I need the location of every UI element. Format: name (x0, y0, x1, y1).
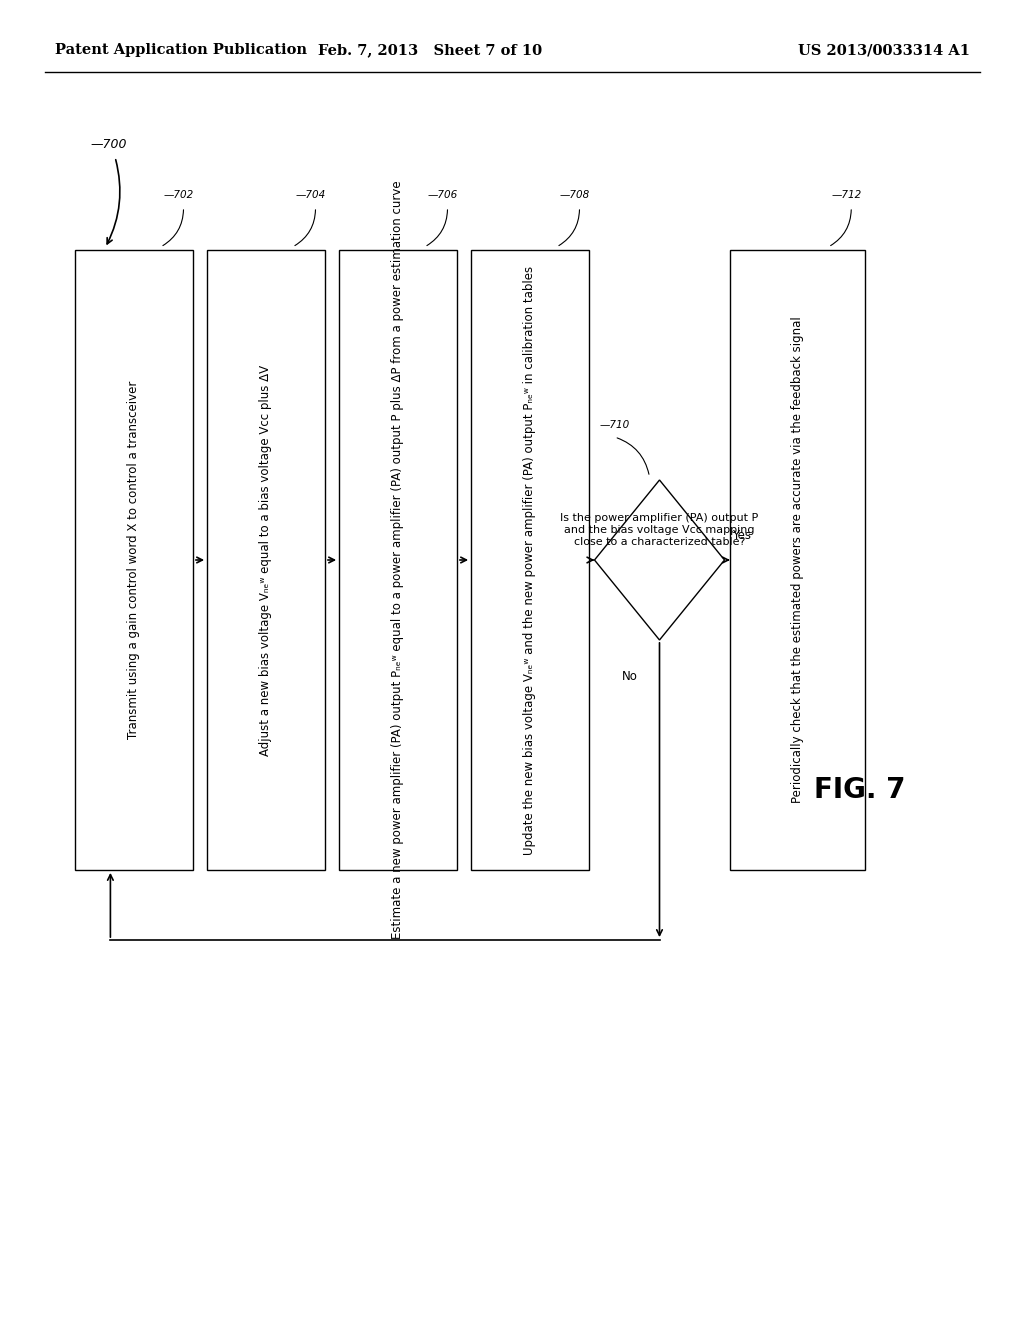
Text: —708: —708 (559, 190, 590, 201)
Bar (730, 249, 865, 870)
Bar (207, 249, 325, 870)
Text: FIG. 7: FIG. 7 (814, 776, 906, 804)
Text: Patent Application Publication: Patent Application Publication (55, 44, 307, 57)
Bar (471, 249, 589, 870)
Text: Estimate a new power amplifier (PA) output Pₙₑʷ equal to a power amplifier (PA) : Estimate a new power amplifier (PA) outp… (391, 181, 404, 940)
Text: Feb. 7, 2013   Sheet 7 of 10: Feb. 7, 2013 Sheet 7 of 10 (317, 44, 542, 57)
Text: —704: —704 (296, 190, 326, 201)
Bar (75, 249, 193, 870)
Text: US 2013/0033314 A1: US 2013/0033314 A1 (798, 44, 970, 57)
Text: Transmit using a gain control word X to control a transceiver: Transmit using a gain control word X to … (128, 380, 140, 739)
Text: —700: —700 (90, 139, 127, 152)
Text: Is the power amplifier (PA) output P
and the bias voltage Vᴄᴄ mapping
close to a: Is the power amplifier (PA) output P and… (560, 512, 759, 548)
Text: —702: —702 (164, 190, 194, 201)
Bar (339, 249, 457, 870)
Text: —710: —710 (599, 420, 630, 430)
Text: —706: —706 (427, 190, 458, 201)
Text: Update the new bias voltage Vₙₑʷ and the new power amplifier (PA) output Pₙₑʷ in: Update the new bias voltage Vₙₑʷ and the… (523, 265, 537, 854)
Text: Adjust a new bias voltage Vₙₑʷ equal to a bias voltage Vᴄᴄ plus ΔV: Adjust a new bias voltage Vₙₑʷ equal to … (259, 364, 272, 755)
Text: Yes: Yes (732, 529, 752, 543)
Text: No: No (622, 671, 637, 682)
Polygon shape (595, 480, 725, 640)
Text: —712: —712 (831, 190, 861, 201)
Text: Periodically check that the estimated powers are accurate via the feedback signa: Periodically check that the estimated po… (791, 317, 804, 804)
